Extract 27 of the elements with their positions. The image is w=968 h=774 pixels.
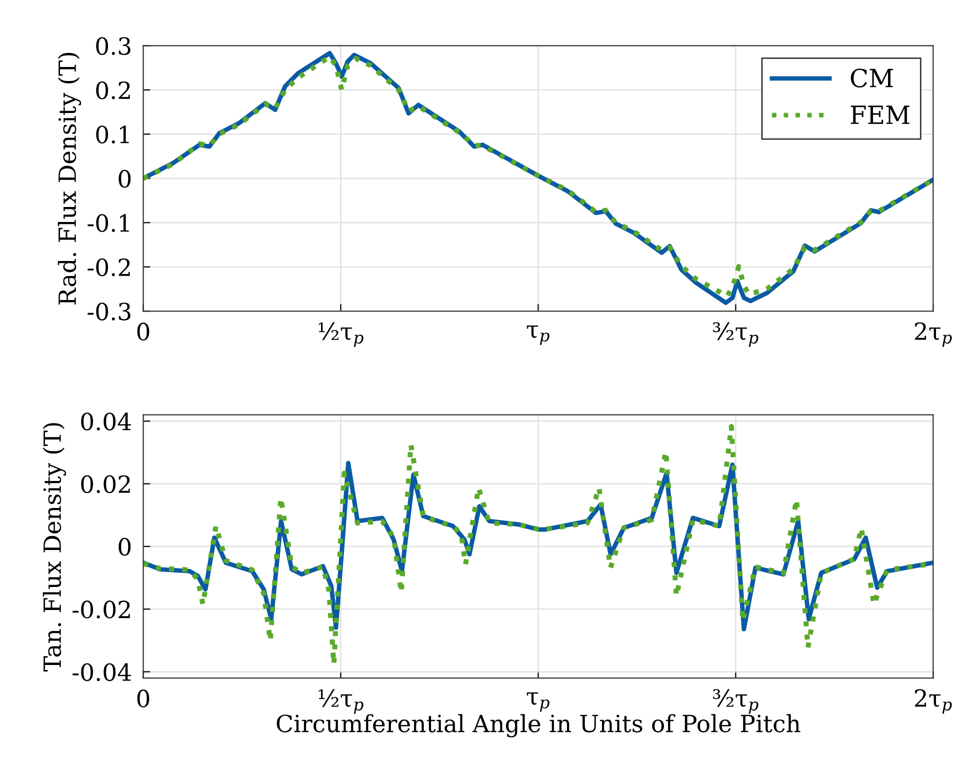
- x-tick-label: τ$_{p}$: [526, 692, 550, 712]
- x-tick-label: ½τ$_{p}$: [318, 689, 364, 714]
- y-tick-label: 0.3: [96, 37, 130, 55]
- x-tick-label: ³⁄₂τ$_{p}$: [713, 322, 758, 347]
- x-tick-label: 0: [137, 322, 150, 341]
- y-tick-label: -0.2: [88, 258, 130, 276]
- y-tick-label: 0.1: [96, 126, 129, 144]
- y-axis-title: Rad. Flux Density (T): [58, 52, 82, 304]
- y-tick-label: -0.1: [88, 214, 129, 232]
- y-tick-label: -0.02: [72, 600, 130, 618]
- x-tick-label: ³⁄₂τ$_{p}$: [713, 689, 758, 714]
- legend-label: FEM: [850, 106, 910, 124]
- x-tick-label: 2τ$_{p}$: [914, 689, 952, 714]
- x-tick-label: 2τ$_{p}$: [914, 322, 952, 347]
- x-axis-title: Circumferential Angle in Units of Pole Pitch: [276, 714, 800, 738]
- y-axis-title: Tan. Flux Density (T): [42, 423, 66, 672]
- x-tick-label: 0: [137, 690, 150, 708]
- y-tick-label: -0.04: [72, 663, 131, 682]
- y-tick-label: 0: [118, 538, 131, 556]
- x-tick-label: ½τ$_{p}$: [318, 322, 364, 347]
- y-tick-label: 0.2: [96, 81, 130, 100]
- y-tick-label: 0.02: [81, 475, 130, 494]
- y-tick-label: 0: [118, 170, 131, 188]
- y-tick-label: 0.04: [81, 412, 131, 430]
- x-tick-label: τ$_{p}$: [526, 326, 550, 345]
- legend-label: CM: [850, 68, 893, 88]
- y-tick-label: -0.3: [88, 302, 130, 320]
